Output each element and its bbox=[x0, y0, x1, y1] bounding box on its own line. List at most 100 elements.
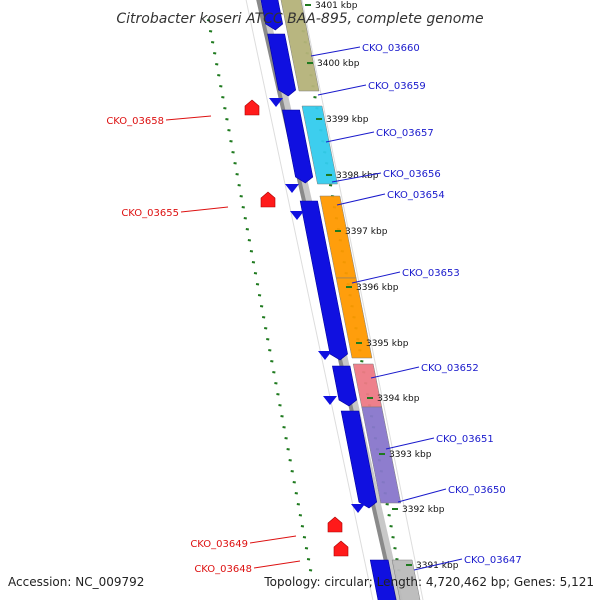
tick-mark bbox=[233, 162, 237, 165]
tick-mark bbox=[393, 547, 397, 550]
lane-border-right bbox=[301, 0, 424, 600]
cds-block bbox=[340, 410, 378, 509]
kbp-scale: 3401 kbp 3400 kbp 3399 kbp 3398 kbp 3397 kbp… bbox=[305, 1, 459, 571]
tick-mark bbox=[225, 118, 229, 121]
gene-label-cko_03652: CKO_03652 bbox=[421, 363, 479, 374]
tick-mark bbox=[235, 173, 239, 176]
tick-mark bbox=[217, 74, 221, 77]
kbp-label: 3401 kbp bbox=[315, 1, 358, 11]
gene-label-cko_03660: CKO_03660 bbox=[362, 43, 420, 54]
gene-leader-line bbox=[331, 172, 382, 183]
tick-mark bbox=[328, 184, 333, 187]
gene-leader-line bbox=[336, 193, 386, 206]
accession-text: Accession: NC_009792 bbox=[8, 575, 144, 589]
tick-mark bbox=[229, 140, 233, 143]
tick-mark bbox=[268, 349, 272, 352]
tick-mark bbox=[300, 525, 305, 528]
gene-band-cko_03657 bbox=[301, 105, 338, 185]
tick-mark bbox=[292, 481, 296, 484]
tick-mark bbox=[395, 558, 399, 561]
kbp-label: 3396 kbp bbox=[356, 283, 399, 293]
gene-leader-line bbox=[249, 535, 297, 544]
tick-mark bbox=[223, 107, 227, 110]
tick-mark bbox=[215, 63, 219, 66]
tick-mark bbox=[308, 569, 313, 572]
tick-mark bbox=[304, 547, 309, 550]
gene-label-cko_03658: CKO_03658 bbox=[106, 116, 164, 127]
tick-mark bbox=[206, 19, 211, 22]
reverse-gene-marker bbox=[333, 540, 349, 557]
tick-mark bbox=[210, 41, 215, 44]
reverse-gene-markers bbox=[244, 99, 349, 557]
gene-label-cko_03649: CKO_03649 bbox=[190, 539, 248, 550]
reverse-gene-labels: CKO_03658 CKO_03655 CKO_03649 CKO_03648 bbox=[106, 115, 301, 575]
tick-mark bbox=[278, 404, 282, 407]
gene-leader-line bbox=[397, 488, 447, 503]
cds-block bbox=[282, 109, 314, 184]
genome-summary-text: Topology: circular; Length: 4,720,462 bp… bbox=[263, 575, 594, 589]
tick-mark bbox=[391, 536, 395, 539]
tick-mark bbox=[280, 415, 284, 418]
gene-label-cko_03651: CKO_03651 bbox=[436, 434, 494, 445]
cds-block bbox=[369, 559, 397, 600]
gene-band-cko_03647 bbox=[391, 559, 421, 600]
tick-mark bbox=[284, 437, 288, 440]
tick-mark bbox=[282, 426, 286, 429]
gene-label-cko_03647: CKO_03647 bbox=[464, 555, 522, 566]
gene-band-cko_03660 bbox=[280, 0, 320, 92]
tick-mark bbox=[306, 558, 311, 561]
tick-mark bbox=[249, 250, 254, 253]
tick-mark bbox=[247, 239, 252, 242]
tick-mark bbox=[360, 360, 364, 363]
reverse-gene-marker bbox=[260, 191, 276, 208]
kbp-label: 3393 kbp bbox=[389, 450, 432, 460]
tick-mark bbox=[231, 151, 235, 154]
tick-mark bbox=[294, 492, 298, 495]
cds-arrow bbox=[285, 184, 299, 193]
gene-leader-line bbox=[165, 115, 212, 121]
tick-mark bbox=[286, 448, 290, 451]
gene-leader-line bbox=[180, 206, 229, 213]
gene-leader-line bbox=[325, 131, 375, 143]
gene-leader-line bbox=[253, 560, 301, 569]
tick-mark bbox=[385, 503, 389, 506]
tick-mark bbox=[387, 514, 391, 517]
reverse-gene-marker bbox=[244, 99, 260, 116]
map-title: Citrobacter koseri ATCC BAA-895, complet… bbox=[116, 11, 483, 27]
cds-arrow bbox=[269, 98, 283, 107]
forward-gene-labels: CKO_03660 CKO_03659 CKO_03657 CKO_03656 CKO_… bbox=[310, 43, 522, 571]
tick-mark bbox=[219, 85, 223, 88]
gene-label-cko_03656: CKO_03656 bbox=[383, 169, 441, 180]
cds-block bbox=[267, 33, 297, 97]
kbp-label: 3392 kbp bbox=[402, 505, 445, 515]
tick-mark bbox=[259, 305, 264, 308]
gene-label-cko_03654: CKO_03654 bbox=[387, 190, 445, 201]
tick-mark bbox=[221, 96, 225, 99]
reverse-gene-marker bbox=[327, 516, 343, 533]
tick-mark bbox=[302, 536, 307, 539]
tick-mark bbox=[245, 228, 249, 231]
tick-mark bbox=[288, 459, 292, 462]
tick-mark bbox=[264, 327, 268, 330]
kbp-label: 3395 kbp bbox=[366, 339, 409, 349]
kbp-label: 3398 kbp bbox=[336, 171, 379, 181]
cds-track bbox=[260, 0, 397, 600]
tick-mark bbox=[253, 272, 258, 275]
cds-arrow bbox=[290, 211, 304, 220]
tick-mark bbox=[227, 129, 231, 132]
gene-label-cko_03655: CKO_03655 bbox=[121, 208, 179, 219]
kbp-label: 3394 kbp bbox=[377, 394, 420, 404]
gene-leader-line bbox=[317, 84, 367, 96]
kbp-label: 3399 kbp bbox=[326, 115, 369, 125]
tick-mark bbox=[251, 261, 256, 264]
tick-mark bbox=[257, 294, 262, 297]
cds-block bbox=[260, 0, 284, 31]
tick-mark bbox=[261, 316, 266, 319]
tick-mark bbox=[237, 184, 241, 187]
gene-leader-line bbox=[413, 558, 463, 571]
tick-mark bbox=[255, 283, 260, 286]
gene-label-cko_03648: CKO_03648 bbox=[194, 564, 252, 575]
tick-mark bbox=[239, 195, 243, 198]
tick-mark bbox=[313, 96, 317, 99]
